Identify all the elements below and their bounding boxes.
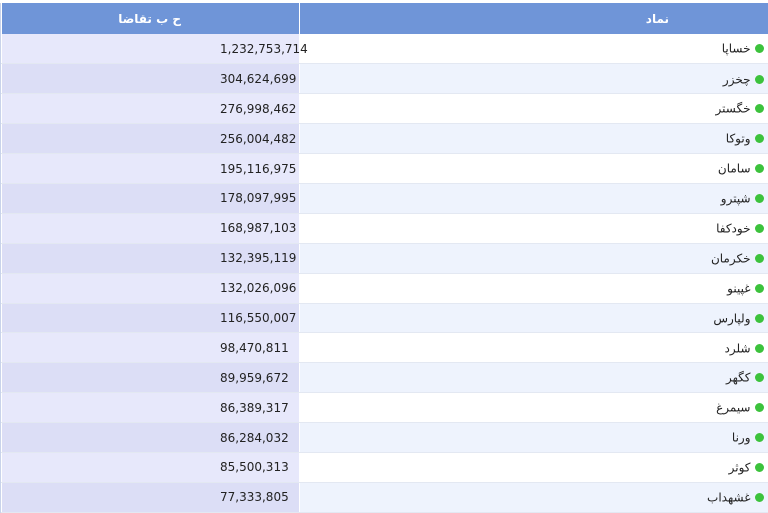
symbol-label[interactable]: سیمرغ [716,400,751,415]
demand-volume-cell: 276,998,462 [1,93,300,125]
symbol-cell[interactable]: کوثر [299,452,768,483]
status-dot-icon [754,164,764,174]
symbol-label[interactable]: کوثر [728,460,751,475]
symbol-cell[interactable]: ولپارس [299,303,768,334]
status-dot-icon [754,403,764,413]
demand-volume-cell: 132,026,096 [1,273,300,304]
demand-volume-cell: 116,550,007 [1,303,300,334]
table-body: خساپا 1,232,753,714 چخزر 304,624,699 خگستر 27… [1,34,768,513]
column-header-demand-volume[interactable]: ح ب تقاضا [1,3,300,34]
demand-volume-cell: 77,333,805 [1,482,300,513]
table-row[interactable]: کوثر 85,500,313 [1,452,768,483]
symbol-cell[interactable]: ورنا [299,422,768,453]
symbol-cell[interactable]: خکرمان [299,243,768,274]
demand-volume-cell: 85,500,313 [1,452,300,483]
symbol-label[interactable]: سامان [717,161,751,176]
table-row[interactable]: خودکفا 168,987,103 [1,213,768,244]
table-row[interactable]: خساپا 1,232,753,714 [1,34,768,65]
stock-table: نماد ح ب تقاضا خساپا 1,232,753,714 چخزر 304… [0,3,768,513]
symbol-cell[interactable]: کگهر [299,362,768,394]
symbol-label[interactable]: چخزر [722,72,751,87]
status-dot-icon [754,104,764,114]
status-dot-icon [754,463,764,473]
symbol-label[interactable]: خساپا [721,41,751,56]
status-dot-icon [754,224,764,234]
symbol-label[interactable]: غپینو [727,281,751,296]
table-row[interactable]: غشهداب 77,333,805 [1,482,768,513]
symbol-label[interactable]: خگستر [715,101,751,116]
symbol-cell[interactable]: وتوکا [299,123,768,155]
table-row[interactable]: وتوکا 256,004,482 [1,123,768,155]
symbol-label[interactable]: وتوکا [725,131,751,146]
demand-volume-cell: 168,987,103 [1,213,300,244]
symbol-label[interactable]: شپترو [720,191,751,206]
status-dot-icon [754,253,764,263]
status-dot-icon [754,433,764,443]
symbol-cell[interactable]: غپینو [299,273,768,304]
symbol-cell[interactable]: چخزر [299,63,768,95]
symbol-label[interactable]: ولپارس [713,311,751,326]
symbol-label[interactable]: کگهر [726,370,751,385]
status-dot-icon [754,74,764,84]
symbol-cell[interactable]: شلرد [299,332,768,364]
symbol-cell[interactable]: سیمرغ [299,392,768,424]
demand-volume-cell: 89,959,672 [1,362,300,394]
table-row[interactable]: ورنا 86,284,032 [1,422,768,453]
symbol-cell[interactable]: خگستر [299,93,768,125]
table-row[interactable]: سیمرغ 86,389,317 [1,392,768,424]
status-dot-icon [754,313,764,323]
demand-volume-cell: 256,004,482 [1,123,300,155]
table-row[interactable]: خگستر 276,998,462 [1,93,768,125]
demand-volume-cell: 86,284,032 [1,422,300,453]
table-row[interactable]: چخزر 304,624,699 [1,63,768,95]
table-row[interactable]: شلرد 98,470,811 [1,332,768,364]
symbol-cell[interactable]: سامان [299,153,768,184]
symbol-cell[interactable]: شپترو [299,183,768,214]
demand-volume-cell: 98,470,811 [1,332,300,364]
demand-volume-cell: 132,395,119 [1,243,300,274]
table-row[interactable]: سامان 195,116,975 [1,153,768,184]
symbol-label[interactable]: خودکفا [716,221,751,236]
symbol-label[interactable]: ورنا [731,430,751,445]
status-dot-icon [754,283,764,293]
demand-volume-cell: 1,232,753,714 [1,34,308,65]
status-dot-icon [754,44,764,54]
table-row[interactable]: ولپارس 116,550,007 [1,303,768,334]
symbol-cell[interactable]: خودکفا [299,213,768,244]
table-header-row: نماد ح ب تقاضا [1,3,768,34]
table-row[interactable]: خکرمان 132,395,119 [1,243,768,274]
demand-volume-cell: 304,624,699 [1,63,300,95]
symbol-label[interactable]: شلرد [724,341,751,356]
column-header-symbol[interactable]: نماد [299,3,768,34]
table-row[interactable]: شپترو 178,097,995 [1,183,768,214]
symbol-cell[interactable]: غشهداب [299,482,768,513]
symbol-label[interactable]: خکرمان [710,251,751,266]
symbol-cell[interactable]: خساپا [299,34,768,65]
table-row[interactable]: غپینو 132,026,096 [1,273,768,304]
status-dot-icon [754,493,764,503]
demand-table: نماد ح ب تقاضا خساپا 1,232,753,714 چخزر 304… [1,3,768,513]
status-dot-icon [754,134,764,144]
demand-volume-cell: 86,389,317 [1,392,300,424]
table-row[interactable]: کگهر 89,959,672 [1,362,768,394]
demand-volume-cell: 178,097,995 [1,183,300,214]
status-dot-icon [754,373,764,383]
demand-volume-cell: 195,116,975 [1,153,300,184]
status-dot-icon [754,194,764,204]
symbol-label[interactable]: غشهداب [707,490,751,505]
status-dot-icon [754,343,764,353]
